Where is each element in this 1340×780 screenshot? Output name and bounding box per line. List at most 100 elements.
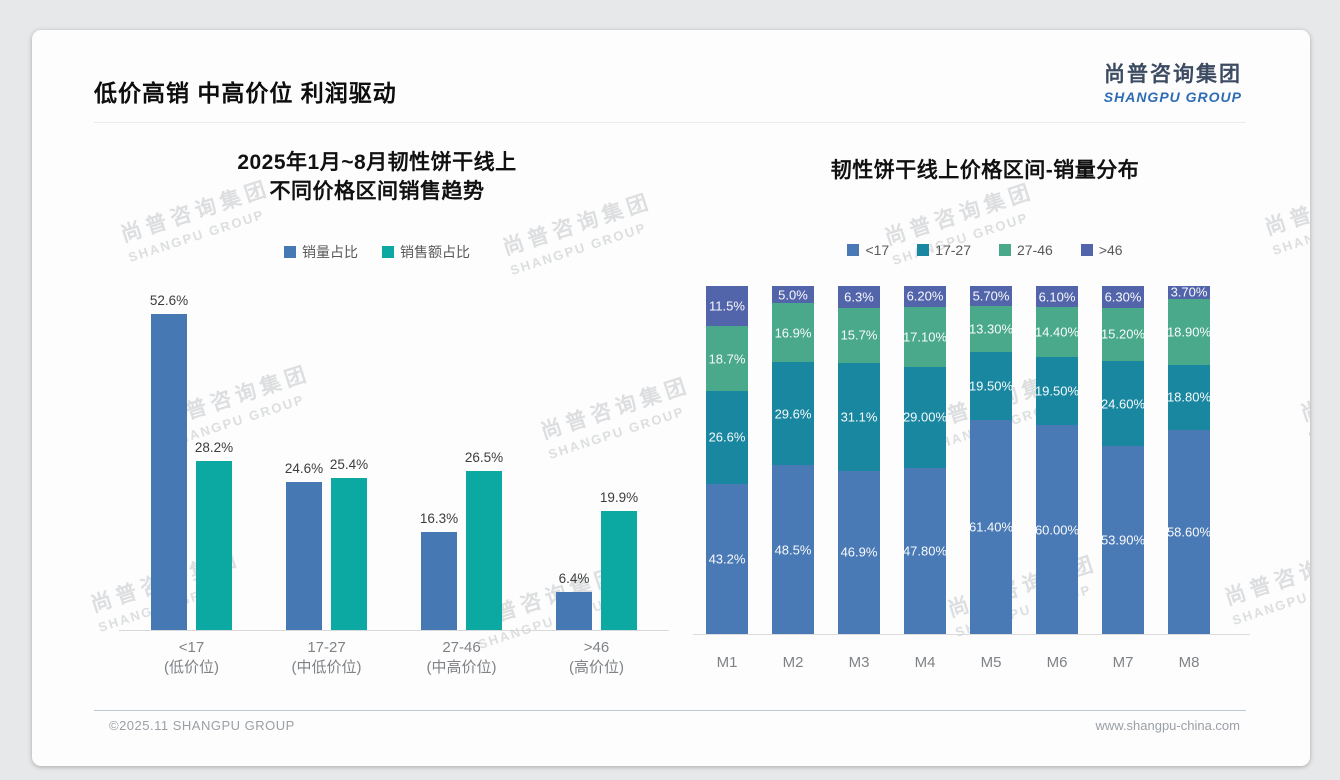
legend-label: <17 (865, 242, 890, 258)
segment-value-label: 18.90% (1166, 324, 1212, 340)
stacked-segment: 3.70% (1168, 285, 1210, 300)
category-range: <17 (178, 639, 205, 656)
slide-card: 尚普咨询集团 SHANGPU GROUP 尚普咨询集团 SHANGPU GROUP 尚普… (32, 30, 1310, 766)
bar-value-label: 26.5% (464, 450, 504, 465)
bar-value-label: 19.9% (599, 489, 639, 505)
segment-value-label: 13.30% (968, 321, 1014, 337)
category-tier: (中低价位) (291, 659, 362, 676)
stacked-segment: 48.5% (772, 465, 814, 634)
segment-value-label: 16.9% (774, 325, 812, 341)
segment-value-label: 58.60% (1166, 524, 1212, 540)
legend-item: 销量占比 (284, 242, 358, 262)
bar-value-label: 28.2% (194, 439, 234, 455)
legend-item: 27-46 (999, 242, 1053, 258)
watermark-en: SHANGPU GROUP (1270, 200, 1310, 258)
segment-value-label: 48.5% (774, 542, 812, 558)
bar: 28.2% (195, 440, 233, 630)
slide-title: 低价高销 中高价位 利润驱动 (94, 80, 397, 106)
chart-title-line: 韧性饼干线上价格区间-销量分布 (830, 159, 1140, 182)
segment-value-label: 6.10% (1038, 289, 1076, 305)
legend-label: 27-46 (1017, 242, 1053, 258)
bar: 16.3% (420, 511, 458, 630)
stacked-column: 43.2% 26.6% 18.7% 11.5% (706, 286, 748, 634)
x-axis-category-label: >46 (高价位) (527, 638, 667, 678)
segment-value-label: 29.00% (902, 409, 948, 425)
chart-title-line: 2025年1月~8月韧性饼干线上 (237, 151, 517, 174)
legend-swatch-icon (284, 246, 296, 258)
watermark-cn: 尚普咨询集团 (1298, 355, 1310, 426)
segment-value-label: 61.40% (968, 519, 1014, 535)
legend-label: 销量占比 (302, 244, 358, 260)
stacked-column: 60.00% 19.50% 14.40% 6.10% (1034, 286, 1080, 634)
chart-title-line: 不同价格区间销售趋势 (269, 180, 485, 203)
segment-value-label: 47.80% (902, 543, 948, 559)
stacked-segment: 11.5% (706, 286, 748, 327)
stacked-segment: 29.6% (772, 362, 814, 466)
bar: 19.9% (600, 490, 638, 630)
segment-value-label: 18.7% (708, 351, 746, 367)
footer-website: www.shangpu-china.com (1095, 718, 1240, 733)
legend-item: <17 (847, 242, 889, 258)
logo-chinese-name: 尚普咨询集团 (1104, 63, 1242, 86)
segment-value-label: 19.50% (968, 378, 1014, 394)
legend-label: 17-27 (935, 242, 971, 258)
stacked-segment: 58.60% (1166, 430, 1212, 634)
left-chart-legend: 销量占比 销售额占比 (142, 242, 612, 262)
segment-value-label: 18.80% (1166, 389, 1212, 405)
stacked-segment: 24.60% (1101, 360, 1145, 447)
watermark-cn: 尚普咨询集团 (882, 179, 1038, 250)
right-chart-title: 韧性饼干线上价格区间-销量分布 (725, 156, 1245, 185)
legend-swatch-icon (382, 246, 394, 258)
legend-swatch-icon (917, 244, 930, 256)
x-axis-month-label: M2 (782, 654, 804, 671)
bar-group: 52.6% 28.2% (150, 293, 233, 630)
stacked-segment: 18.80% (1166, 364, 1212, 431)
stacked-segment: 5.70% (970, 286, 1012, 307)
segment-value-label: 31.1% (840, 409, 878, 425)
x-axis-month-label: M8 (1178, 654, 1200, 671)
legend-swatch-icon (999, 244, 1011, 256)
segment-value-label: 46.9% (840, 544, 878, 560)
stacked-segment: 6.3% (838, 286, 880, 308)
stacked-segment: 26.6% (706, 391, 748, 484)
bar-value-label: 16.3% (419, 511, 459, 527)
stacked-column: 46.9% 31.1% 15.7% 6.3% (838, 286, 880, 634)
stacked-segment: 13.30% (968, 306, 1014, 353)
bar-value-label: 52.6% (149, 293, 189, 309)
left-chart-x-axis: <17 (低价位) 17-27 (中低价位) 27-46 (中高价位) >46 (高价位) (119, 638, 669, 684)
right-chart-plot-area: 43.2% 26.6% 18.7% 11.5% 48.5% 29.6% 16.9% 5.0% 4… (693, 285, 1250, 635)
bar: 25.4% (330, 457, 368, 630)
category-tier: (低价位) (164, 659, 219, 676)
x-axis-category-label: 17-27 (中低价位) (257, 638, 397, 678)
right-chart-columns: 43.2% 26.6% 18.7% 11.5% 48.5% 29.6% 16.9% 5.0% 4… (706, 285, 1212, 634)
x-axis-month-label: M3 (848, 654, 870, 671)
stacked-segment: 19.50% (1035, 357, 1079, 426)
stacked-column: 61.40% 19.50% 13.30% 5.70% (968, 286, 1014, 634)
x-axis-month-label: M6 (1046, 654, 1068, 671)
segment-value-label: 17.10% (902, 329, 948, 345)
segment-value-label: 29.6% (774, 406, 812, 422)
company-logo: 尚普咨询集团 SHANGPU GROUP (1104, 58, 1242, 105)
segment-value-label: 15.20% (1100, 326, 1146, 342)
segment-value-label: 26.6% (708, 429, 746, 445)
stacked-segment: 46.9% (838, 470, 880, 634)
segment-value-label: 60.00% (1034, 522, 1080, 538)
bar-value-label: 24.6% (284, 461, 324, 477)
stacked-column: 48.5% 29.6% 16.9% 5.0% (772, 286, 814, 634)
x-axis-month-label: M7 (1112, 654, 1134, 671)
stacked-segment: 16.9% (772, 303, 814, 363)
legend-swatch-icon (847, 244, 860, 256)
bar-group: 6.4% 19.9% (556, 301, 638, 630)
x-axis-month-label: M4 (914, 654, 936, 671)
legend-item: 17-27 (917, 242, 971, 258)
segment-value-label: 5.70% (972, 288, 1010, 304)
segment-value-label: 53.90% (1100, 532, 1146, 548)
segment-value-label: 11.5% (709, 298, 745, 314)
category-tier: (中高价位) (426, 659, 497, 676)
bar-group: 16.3% 26.5% (420, 301, 503, 630)
stacked-segment: 31.1% (838, 362, 880, 471)
footer-copyright: ©2025.11 SHANGPU GROUP (109, 718, 295, 733)
bar: 26.5% (465, 450, 503, 630)
watermark-en: SHANGPU GROUP (890, 209, 1031, 268)
legend-label: >46 (1098, 242, 1123, 258)
